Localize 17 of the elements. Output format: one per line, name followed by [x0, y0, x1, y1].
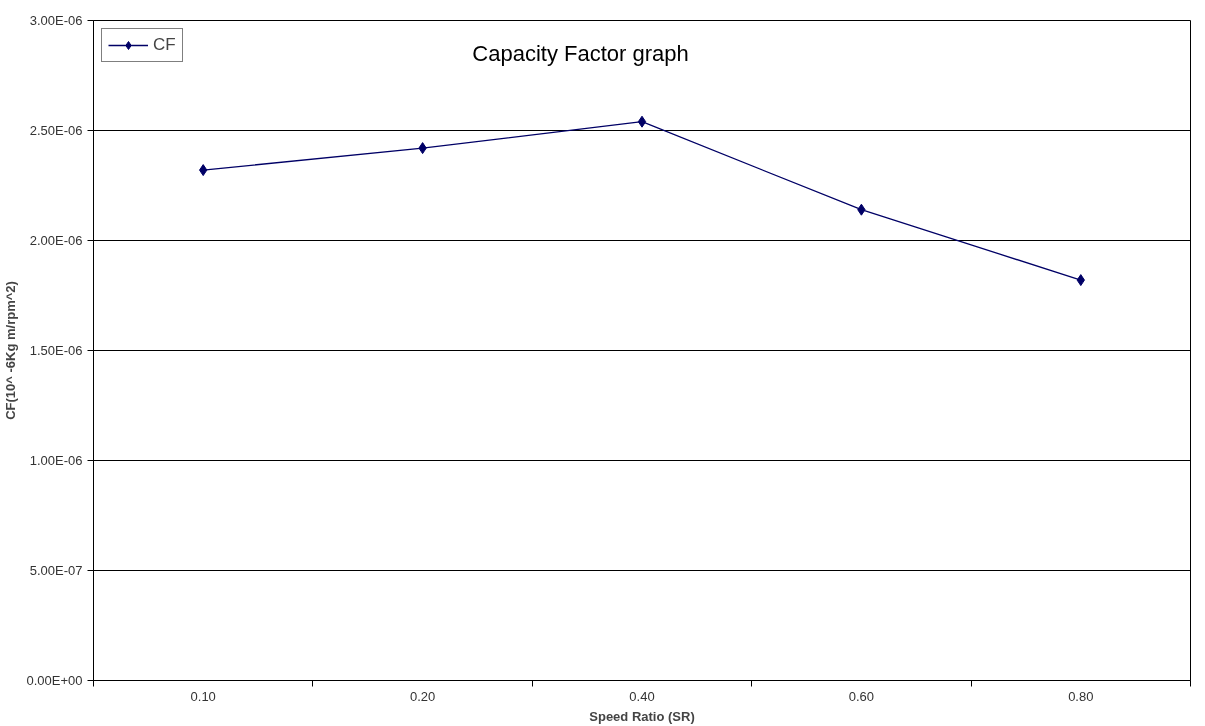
y-tick-label: 2.00E-06 — [29, 233, 83, 248]
x-tick-label: 0.20 — [409, 688, 436, 704]
y-tick-label: 2.50E-06 — [29, 123, 83, 138]
y-tick-label: 0.00E+00 — [26, 673, 83, 688]
x-tick-label: 0.80 — [1068, 688, 1094, 704]
x-axis-title: Speed Ratio (SR) — [589, 708, 695, 724]
y-tick-label: 3.00E-06 — [29, 13, 83, 28]
x-tick-label: 0.60 — [848, 688, 875, 704]
legend-label: CF — [153, 35, 176, 55]
y-axis-title: CF(10^ -6Kg m/rpm^2) — [3, 281, 19, 420]
x-tick-label: 0.40 — [629, 688, 655, 704]
y-tick-label: 5.00E-07 — [29, 563, 83, 578]
x-tick-label: 0.10 — [190, 688, 216, 704]
y-tick-label: 1.50E-06 — [29, 343, 83, 358]
text: Capacity Factor graph — [472, 40, 689, 66]
point — [637, 115, 647, 128]
y-tick-label: 1.00E-06 — [29, 453, 83, 468]
